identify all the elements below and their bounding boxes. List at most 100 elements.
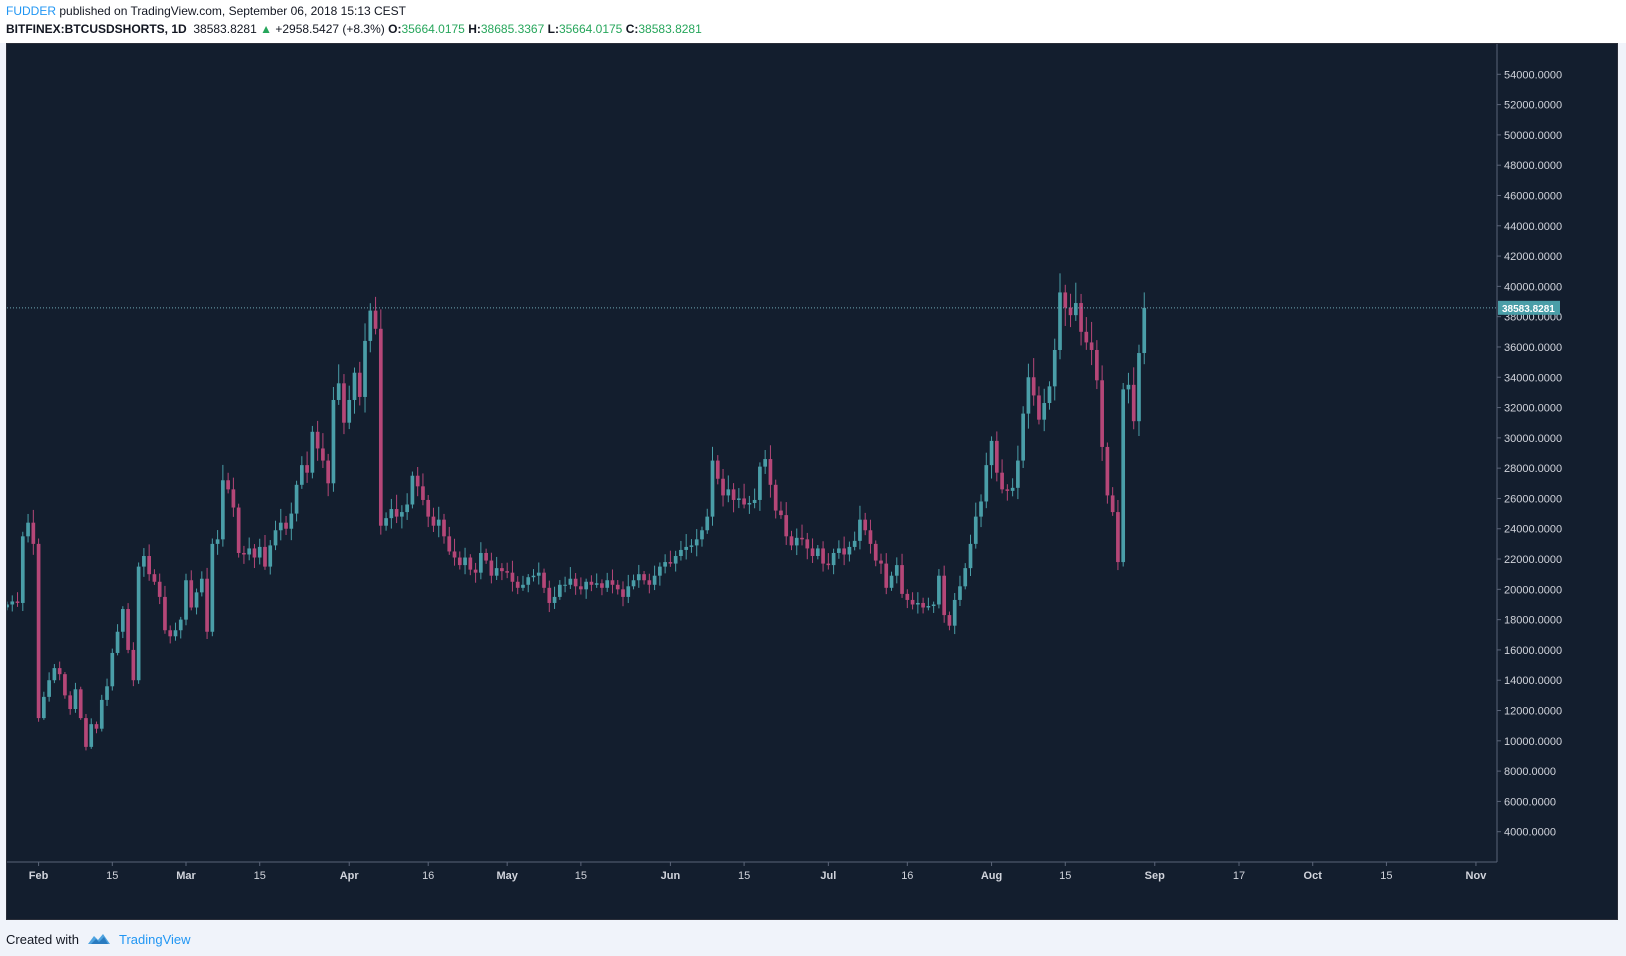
candle-body[interactable] <box>215 539 220 544</box>
candle-body[interactable] <box>373 310 378 329</box>
candle-body[interactable] <box>721 478 725 496</box>
candle-body[interactable] <box>289 513 294 529</box>
candle-body[interactable] <box>110 652 115 687</box>
candle-body[interactable] <box>505 571 510 573</box>
candle-body[interactable] <box>837 548 841 553</box>
candle-body[interactable] <box>563 584 567 586</box>
candle-body[interactable] <box>184 580 188 620</box>
candle-body[interactable] <box>568 578 573 585</box>
candle-body[interactable] <box>384 518 388 526</box>
candle-body[interactable] <box>178 619 183 631</box>
candle-body[interactable] <box>157 581 162 597</box>
candle-body[interactable] <box>668 562 673 564</box>
candle-body[interactable] <box>457 557 462 566</box>
candle-body[interactable] <box>510 572 515 582</box>
candle-body[interactable] <box>673 556 678 564</box>
candle-body[interactable] <box>1084 331 1089 343</box>
candle-body[interactable] <box>726 489 731 496</box>
candle-body[interactable] <box>205 578 209 632</box>
candle-body[interactable] <box>115 631 120 653</box>
candle-body[interactable] <box>810 548 815 557</box>
candle-body[interactable] <box>852 540 857 547</box>
candle-body[interactable] <box>389 509 394 519</box>
candle-body[interactable] <box>884 563 889 588</box>
candle-body[interactable] <box>589 581 594 585</box>
candle-body[interactable] <box>142 556 146 567</box>
candle-body[interactable] <box>773 484 778 511</box>
candle-body[interactable] <box>615 584 620 590</box>
candle-body[interactable] <box>189 580 194 608</box>
candle-body[interactable] <box>584 581 588 590</box>
candle-body[interactable] <box>958 586 962 600</box>
candle-body[interactable] <box>879 560 883 564</box>
candle-body[interactable] <box>652 575 657 585</box>
candle-body[interactable] <box>1005 489 1010 491</box>
candle-body[interactable] <box>642 574 646 581</box>
candle-body[interactable] <box>394 509 399 517</box>
candle-body[interactable] <box>1079 303 1083 332</box>
candle-body[interactable] <box>515 581 520 588</box>
candle-body[interactable] <box>931 604 936 606</box>
candle-body[interactable] <box>284 522 288 529</box>
candle-body[interactable] <box>1037 395 1041 420</box>
candle-body[interactable] <box>310 431 315 473</box>
candle-body[interactable] <box>1126 384 1131 390</box>
candle-body[interactable] <box>947 615 952 626</box>
candle-body[interactable] <box>858 519 862 541</box>
candle-body[interactable] <box>305 465 309 473</box>
candle-body[interactable] <box>663 562 667 567</box>
candle-body[interactable] <box>736 498 741 500</box>
candle-body[interactable] <box>84 718 88 747</box>
candle-body[interactable] <box>994 440 999 473</box>
candle-body[interactable] <box>868 530 873 544</box>
candle-body[interactable] <box>94 724 99 729</box>
candle-body[interactable] <box>636 574 641 581</box>
candle-body[interactable] <box>31 522 36 544</box>
candle-body[interactable] <box>73 689 78 710</box>
candle-body[interactable] <box>352 372 357 400</box>
candle-body[interactable] <box>684 546 689 550</box>
candle-body[interactable] <box>410 475 415 505</box>
candle-body[interactable] <box>768 459 773 485</box>
candle-body[interactable] <box>36 543 41 719</box>
candle-body[interactable] <box>894 565 899 576</box>
candle-body[interactable] <box>847 546 852 555</box>
candle-body[interactable] <box>689 545 694 547</box>
candle-body[interactable] <box>705 516 710 531</box>
candle-body[interactable] <box>700 530 704 540</box>
candle-body[interactable] <box>752 499 757 503</box>
candle-body[interactable] <box>500 568 504 572</box>
candle-body[interactable] <box>889 575 894 588</box>
candle-body[interactable] <box>210 543 215 632</box>
chart-area[interactable]: 4000.0000 6000.0000 8000.0000 10000.0000 120… <box>6 43 1618 920</box>
candle-body[interactable] <box>1105 446 1110 496</box>
candle-body[interactable] <box>715 460 720 479</box>
candle-body[interactable] <box>979 501 983 517</box>
candle-body[interactable] <box>378 328 383 526</box>
candle-body[interactable] <box>479 552 483 573</box>
candle-body[interactable] <box>989 440 994 466</box>
candle-body[interactable] <box>731 489 736 500</box>
candle-body[interactable] <box>42 696 46 719</box>
candle-body[interactable] <box>542 572 546 588</box>
candle-body[interactable] <box>831 552 836 566</box>
candle-body[interactable] <box>1031 377 1036 396</box>
candle-body[interactable] <box>557 584 562 597</box>
candle-body[interactable] <box>1026 377 1031 414</box>
candle-body[interactable] <box>252 548 257 558</box>
candle-body[interactable] <box>257 546 262 558</box>
candle-body[interactable] <box>331 399 336 484</box>
candle-body[interactable] <box>794 537 799 546</box>
candle-body[interactable] <box>1110 495 1115 513</box>
candle-body[interactable] <box>57 668 62 675</box>
candle-body[interactable] <box>452 551 457 558</box>
candle-body[interactable] <box>610 580 615 585</box>
candle-body[interactable] <box>1068 307 1073 316</box>
candle-body[interactable] <box>1010 487 1015 491</box>
candle-body[interactable] <box>905 593 910 600</box>
candle-body[interactable] <box>1073 303 1078 316</box>
candle-body[interactable] <box>431 516 436 526</box>
candle-body[interactable] <box>679 549 683 557</box>
candle-body[interactable] <box>1016 460 1020 488</box>
candle-body[interactable] <box>363 340 367 397</box>
